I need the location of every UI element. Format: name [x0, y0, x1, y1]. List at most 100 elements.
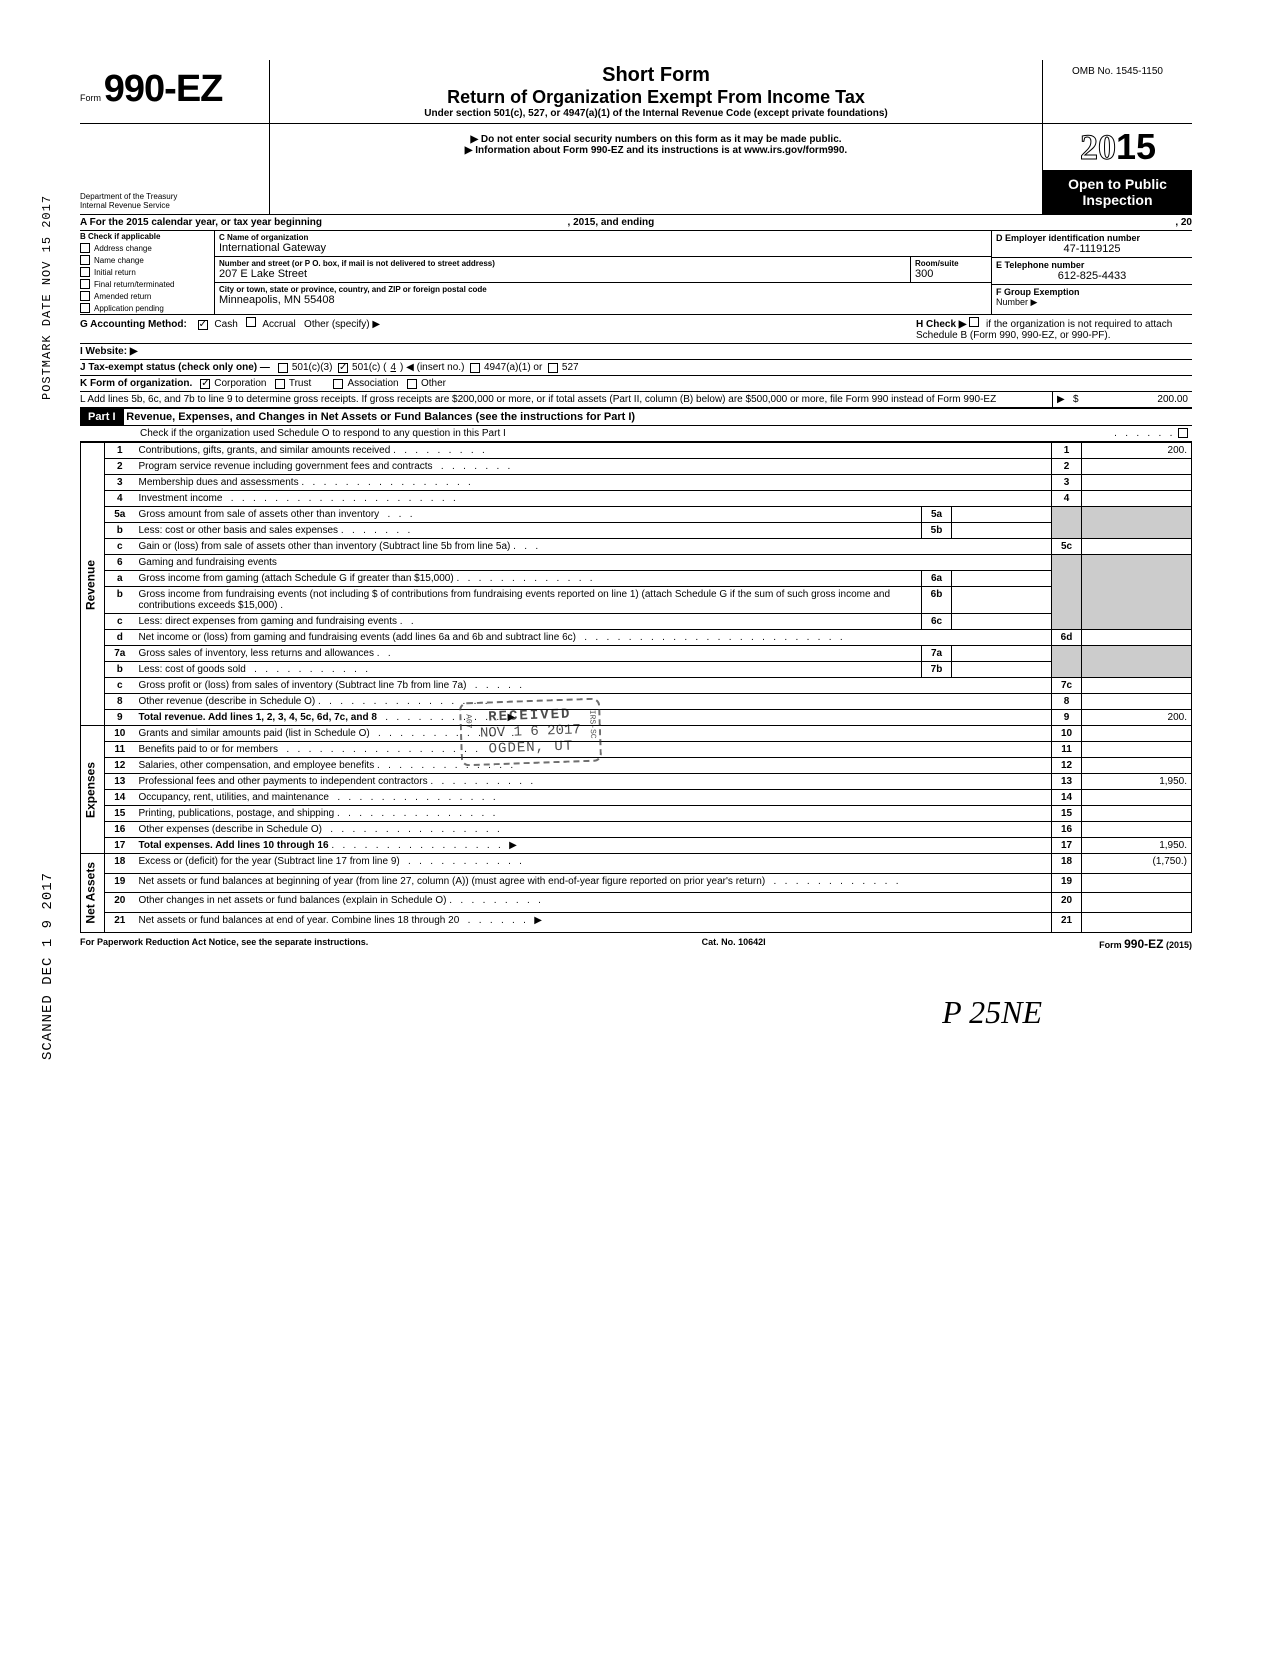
row-5a: 5a Gross amount from sale of assets othe…: [81, 507, 1192, 523]
scanned-margin: SCANNED DEC 1 9 2017: [40, 872, 56, 1060]
row-1: Revenue 1 Contributions, gifts, grants, …: [81, 443, 1192, 459]
signature: P 25NE: [942, 994, 1042, 1031]
title-box: Short Form Return of Organization Exempt…: [270, 60, 1042, 123]
part1-header-row: Part I Revenue, Expenses, and Changes in…: [80, 409, 1192, 426]
part1-title: Revenue, Expenses, and Changes in Net As…: [126, 411, 635, 423]
row-4: 4 Investment income . . . . . . . . . . …: [81, 491, 1192, 507]
chk-501c[interactable]: [338, 363, 348, 373]
row-12: 12 Salaries, other compensation, and emp…: [81, 758, 1192, 774]
footer-left: For Paperwork Reduction Act Notice, see …: [80, 937, 368, 951]
return-title: Return of Organization Exempt From Incom…: [278, 87, 1034, 108]
line-i: I Website: ▶: [80, 344, 1192, 360]
section-bcd: B Check if applicable Address change Nam…: [80, 231, 1192, 315]
row-16: 16 Other expenses (describe in Schedule …: [81, 822, 1192, 838]
part1-header: Part I: [80, 409, 124, 425]
ssn-warning: ▶ Do not enter social security numbers o…: [280, 134, 1032, 145]
dept-treasury: Department of the Treasury: [80, 192, 269, 201]
postmark-margin: POSTMARK DATE NOV 15 2017: [40, 195, 54, 400]
row-8: 8 Other revenue (describe in Schedule O)…: [81, 694, 1192, 710]
chk-527[interactable]: [548, 363, 558, 373]
row-5b: b Less: cost or other basis and sales ex…: [81, 523, 1192, 539]
row-6d: d Net income or (loss) from gaming and f…: [81, 630, 1192, 646]
chk-assoc[interactable]: [333, 379, 343, 389]
instructions-box: ▶ Do not enter social security numbers o…: [270, 124, 1042, 214]
row-9: 9 Total revenue. Add lines 1, 2, 3, 4, 5…: [81, 710, 1192, 726]
ein: 47-1119125: [996, 243, 1188, 255]
row-11: 11 Benefits paid to or for members . . .…: [81, 742, 1192, 758]
line-a-right: , 20: [942, 217, 1192, 228]
footer-right: Form 990-EZ (2015): [1099, 937, 1192, 951]
chk-accrual[interactable]: [246, 317, 256, 327]
chk-cash[interactable]: [198, 320, 208, 330]
row-7b: b Less: cost of goods sold . . . . . . .…: [81, 662, 1192, 678]
row-5c: c Gain or (loss) from sale of assets oth…: [81, 539, 1192, 555]
form-number-box: Form 990-EZ: [80, 60, 270, 123]
main-table: Revenue 1 Contributions, gifts, grants, …: [80, 442, 1192, 933]
line-g-h: G Accounting Method: Cash Accrual Other …: [80, 315, 1192, 344]
dept-box: Department of the Treasury Internal Reve…: [80, 124, 270, 214]
row-6c: c Less: direct expenses from gaming and …: [81, 614, 1192, 630]
room: 300: [915, 268, 987, 280]
row-10: Expenses 10 Grants and similar amounts p…: [81, 726, 1192, 742]
expenses-label: Expenses: [81, 726, 105, 854]
row-20: 20 Other changes in net assets or fund b…: [81, 893, 1192, 913]
chk-address[interactable]: Address change: [80, 242, 214, 254]
row-6a: a Gross income from gaming (attach Sched…: [81, 571, 1192, 587]
line-l: L Add lines 5b, 6c, and 7b to line 9 to …: [80, 392, 1192, 409]
public-inspection: Open to Public Inspection: [1043, 170, 1192, 214]
row-14: 14 Occupancy, rent, utilities, and maint…: [81, 790, 1192, 806]
col-d: D Employer identification number 47-1119…: [992, 231, 1192, 314]
chk-final[interactable]: Final return/terminated: [80, 278, 214, 290]
org-name-row: C Name of organization International Gat…: [215, 231, 991, 257]
line-g: G Accounting Method: Cash Accrual Other …: [80, 315, 912, 343]
received-stamp: A07 RECEIVED NOV 1 6 2017 OGDEN, UT IRS-…: [459, 698, 602, 767]
ein-row: D Employer identification number 47-1119…: [992, 231, 1192, 258]
org-name: International Gateway: [219, 242, 987, 254]
chk-sched-b[interactable]: [969, 317, 979, 327]
netassets-label: Net Assets: [81, 854, 105, 933]
chk-4947[interactable]: [470, 363, 480, 373]
row-3: 3 Membership dues and assessments . . . …: [81, 475, 1192, 491]
line-h: H Check ▶ if the organization is not req…: [912, 315, 1192, 343]
row-7a: 7a Gross sales of inventory, less return…: [81, 646, 1192, 662]
footer-mid: Cat. No. 10642I: [702, 937, 766, 951]
line-k: K Form of organization. Corporation Trus…: [80, 376, 1192, 392]
col-b-header: B Check if applicable: [80, 231, 214, 242]
omb-box: OMB No. 1545-1150: [1042, 60, 1192, 123]
chk-pending[interactable]: Application pending: [80, 302, 214, 314]
row-17: 17 Total expenses. Add lines 10 through …: [81, 838, 1192, 854]
chk-trust[interactable]: [275, 379, 285, 389]
row-6b: b Gross income from fundraising events (…: [81, 587, 1192, 614]
chk-initial[interactable]: Initial return: [80, 266, 214, 278]
row-7c: c Gross profit or (loss) from sales of i…: [81, 678, 1192, 694]
revenue-label: Revenue: [81, 443, 105, 726]
row-2: 2 Program service revenue including gove…: [81, 459, 1192, 475]
header-row-2: Department of the Treasury Internal Reve…: [80, 124, 1192, 215]
line-a: A For the 2015 calendar year, or tax yea…: [80, 215, 1192, 231]
under-section: Under section 501(c), 527, or 4947(a)(1)…: [278, 108, 1034, 119]
part1-check-row: Check if the organization used Schedule …: [80, 426, 1192, 442]
street-row: Number and street (or P O. box, if mail …: [215, 257, 991, 283]
irs-line: Internal Revenue Service: [80, 201, 269, 210]
year-box: 2015: [1043, 124, 1193, 170]
line-l-amount: ▶ $200.00: [1052, 392, 1192, 407]
col-b: B Check if applicable Address change Nam…: [80, 231, 215, 314]
info-line: ▶ Information about Form 990-EZ and its …: [280, 145, 1032, 156]
short-form-title: Short Form: [278, 64, 1034, 87]
header-row: Form 990-EZ Short Form Return of Organiz…: [80, 60, 1192, 124]
chk-schedule-o[interactable]: [1178, 428, 1188, 438]
row-6: 6 Gaming and fundraising events: [81, 555, 1192, 571]
form-number: 990-EZ: [104, 68, 223, 110]
chk-other-org[interactable]: [407, 379, 417, 389]
row-18: Net Assets 18 Excess or (deficit) for th…: [81, 854, 1192, 874]
street: 207 E Lake Street: [219, 268, 906, 280]
line-j: J Tax-exempt status (check only one) — 5…: [80, 360, 1192, 376]
city-row: City or town, state or province, country…: [215, 283, 991, 308]
chk-corp[interactable]: [200, 379, 210, 389]
line-a-left: A For the 2015 calendar year, or tax yea…: [80, 217, 942, 228]
form-990ez: POSTMARK DATE NOV 15 2017 SCANNED DEC 1 …: [80, 60, 1192, 951]
chk-501c3[interactable]: [278, 363, 288, 373]
chk-amended[interactable]: Amended return: [80, 290, 214, 302]
phone: 612-825-4433: [996, 270, 1188, 282]
chk-name[interactable]: Name change: [80, 254, 214, 266]
